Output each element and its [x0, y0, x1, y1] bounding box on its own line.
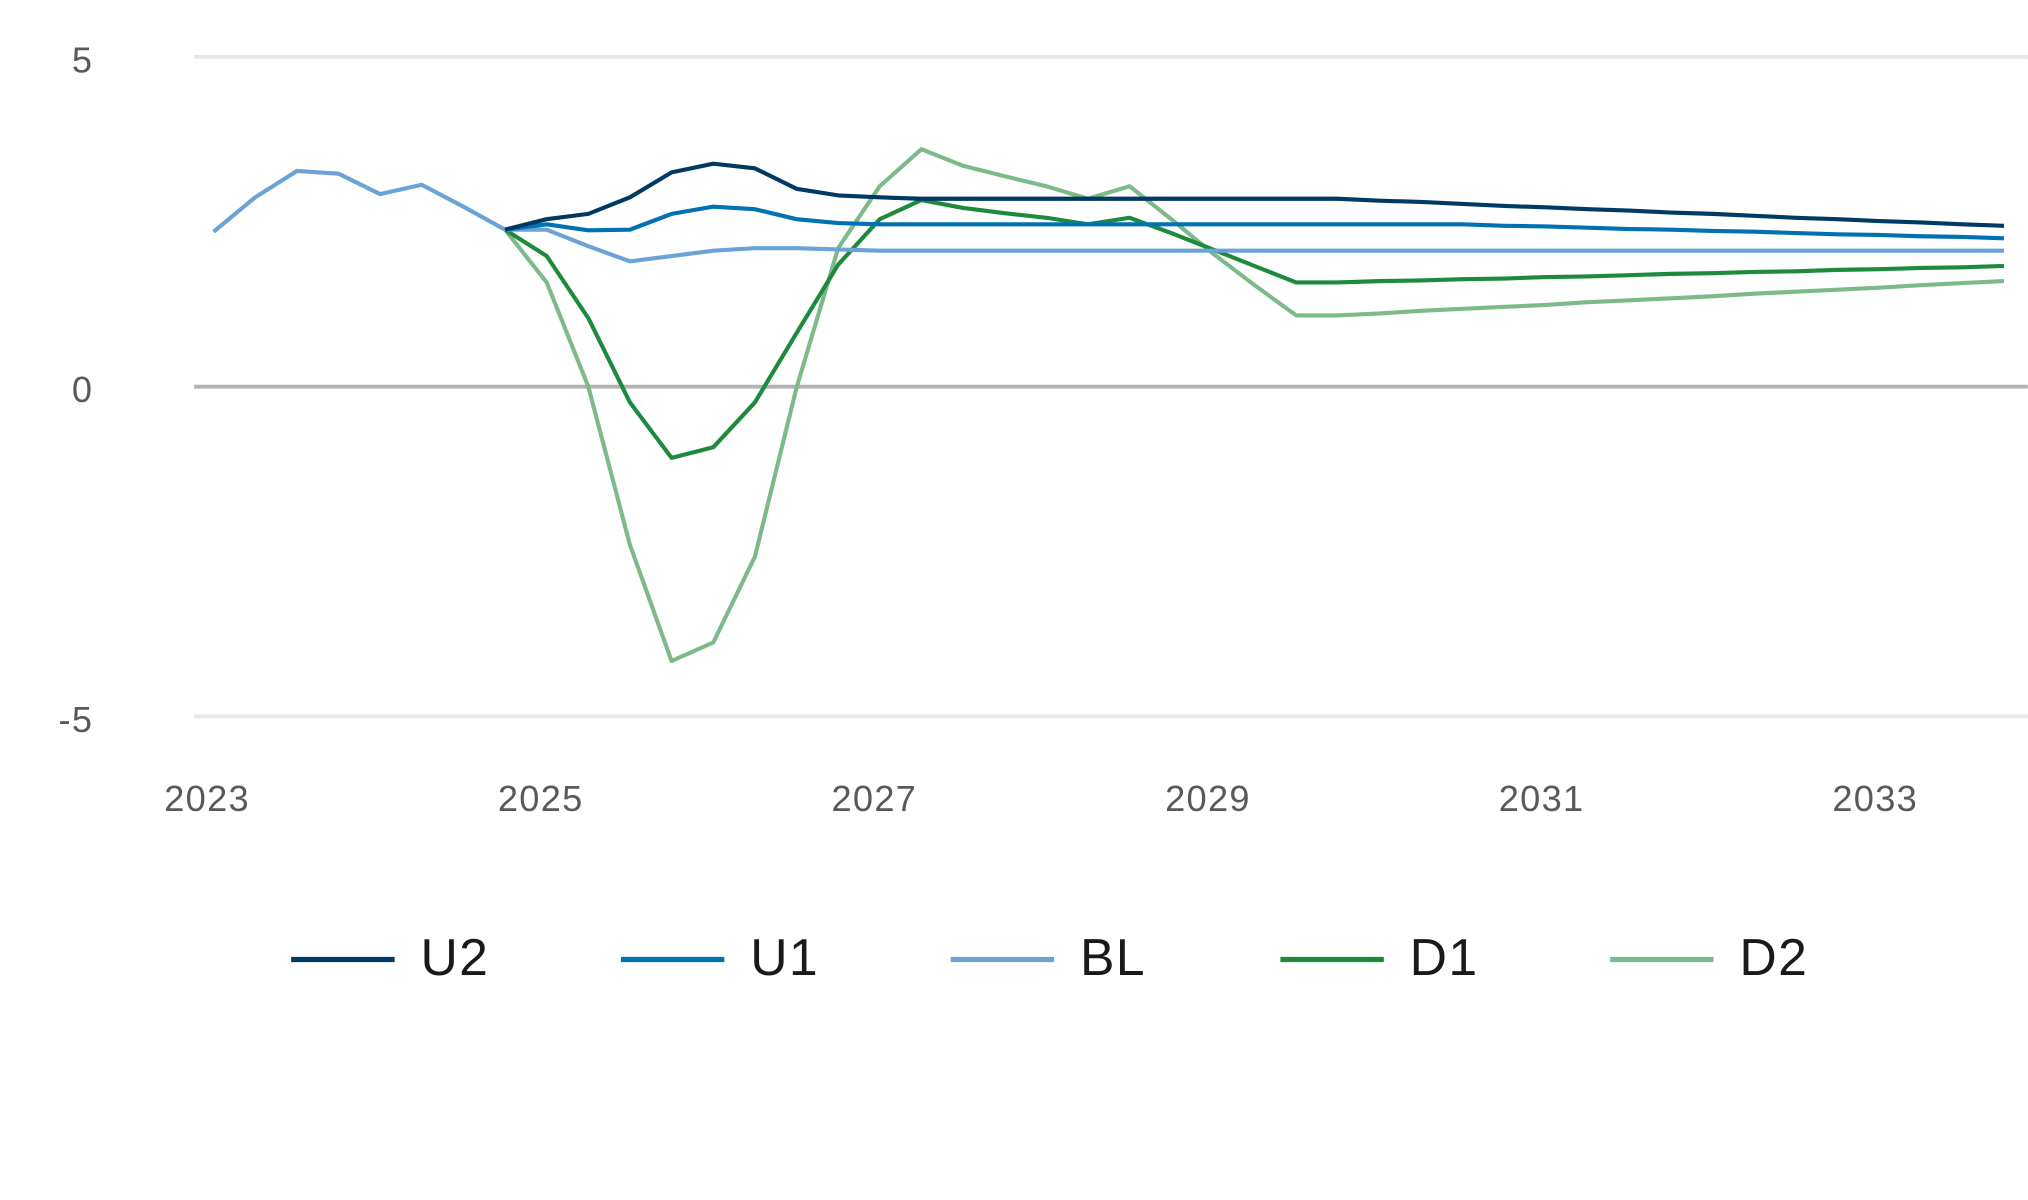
- legend-label: D1: [1410, 928, 1479, 986]
- x-tick-label: 2031: [1499, 778, 1585, 819]
- y-axis-ticks: 5 0 -5: [59, 39, 94, 740]
- gridlines: [194, 54, 2028, 719]
- legend: U2 U1 BL D1 D2: [291, 928, 1808, 986]
- x-tick-label: 2027: [832, 778, 918, 819]
- x-tick-label: 2023: [164, 778, 250, 819]
- y-tick-label: 5: [72, 39, 93, 80]
- legend-item-u1: U1: [620, 928, 819, 986]
- legend-item-bl: BL: [950, 928, 1146, 986]
- legend-item-d1: D1: [1280, 928, 1479, 986]
- legend-item-d2: D2: [1610, 928, 1808, 986]
- legend-label: U2: [420, 928, 489, 986]
- x-axis-ticks: 2023 2025 2027 2029 2031 2033: [164, 778, 1918, 819]
- y-tick-label: -5: [59, 699, 94, 740]
- legend-label: U1: [750, 928, 819, 986]
- x-tick-label: 2029: [1165, 778, 1251, 819]
- series-lines: [212, 147, 2005, 664]
- y-tick-label: 0: [72, 369, 93, 410]
- legend-label: D2: [1739, 928, 1808, 986]
- series-line-d1: [503, 197, 2005, 460]
- x-tick-label: 2025: [498, 778, 584, 819]
- series-line-d2: [503, 147, 2005, 664]
- series-line-u1: [504, 204, 2005, 241]
- x-tick-label: 2033: [1832, 778, 1918, 819]
- series-line-u2: [504, 161, 2005, 232]
- legend-item-u2: U2: [291, 928, 489, 986]
- legend-label: BL: [1080, 928, 1146, 986]
